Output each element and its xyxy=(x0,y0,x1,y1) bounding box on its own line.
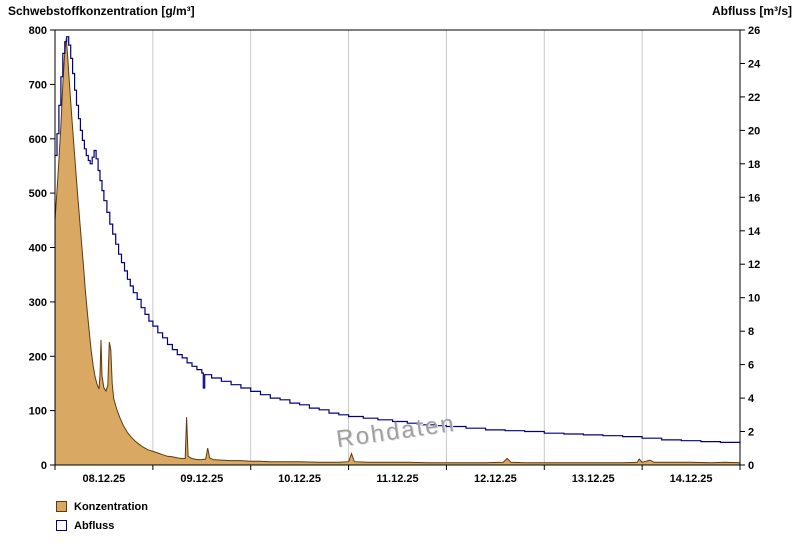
right-axis-tick-label: 2 xyxy=(748,427,754,439)
left-axis-tick-label: 0 xyxy=(41,460,47,472)
legend-item-konzentration: Konzentration xyxy=(56,497,148,516)
right-axis-tick-label: 10 xyxy=(748,293,760,305)
x-axis-date-label: 14.12.25 xyxy=(670,473,713,485)
x-axis-date-label: 11.12.25 xyxy=(376,473,418,485)
right-axis-tick-label: 6 xyxy=(748,360,754,372)
discharge-line xyxy=(55,36,741,444)
left-axis-tick-label: 500 xyxy=(29,188,47,200)
right-axis-tick-label: 12 xyxy=(748,259,760,271)
left-axis-tick-label: 800 xyxy=(29,25,47,37)
x-axis-date-label: 10.12.25 xyxy=(278,473,321,485)
right-axis-tick-label: 14 xyxy=(748,226,761,238)
legend-swatch-konzentration xyxy=(56,501,67,512)
left-axis-tick-label: 300 xyxy=(29,297,47,309)
right-axis-tick-label: 18 xyxy=(748,159,760,171)
plot-background xyxy=(55,30,740,465)
left-axis-tick-label: 600 xyxy=(29,134,47,146)
legend-item-abfluss: Abfluss xyxy=(56,516,148,535)
x-axis-date-label: 13.12.25 xyxy=(572,473,615,485)
x-axis-date-label: 12.12.25 xyxy=(474,473,517,485)
left-axis-tick-label: 200 xyxy=(29,351,47,363)
right-axis-tick-label: 8 xyxy=(748,326,754,338)
x-axis-date-label: 08.12.25 xyxy=(82,473,125,485)
legend: Konzentration Abfluss xyxy=(56,497,148,535)
right-axis-tick-label: 4 xyxy=(748,393,755,405)
legend-label-abfluss: Abfluss xyxy=(74,519,115,532)
right-axis-tick-label: 20 xyxy=(748,125,760,137)
right-axis-title: Abfluss [m³/s] xyxy=(711,4,792,18)
right-axis-tick-label: 26 xyxy=(748,25,760,37)
legend-label-konzentration: Konzentration xyxy=(74,500,148,513)
concentration-outline xyxy=(54,38,741,464)
legend-swatch-abfluss xyxy=(56,520,67,531)
left-axis-tick-label: 400 xyxy=(29,243,47,255)
right-axis-tick-label: 16 xyxy=(748,192,760,204)
left-axis-tick-label: 700 xyxy=(29,79,47,91)
left-axis-tick-label: 100 xyxy=(29,406,47,418)
right-axis-tick-label: 24 xyxy=(748,59,761,71)
x-axis-date-label: 09.12.25 xyxy=(180,473,223,485)
left-axis-title: Schwebstoffkonzentration [g/m³] xyxy=(8,4,195,18)
right-axis-tick-label: 22 xyxy=(748,92,760,104)
right-axis-tick-label: 0 xyxy=(748,460,754,472)
